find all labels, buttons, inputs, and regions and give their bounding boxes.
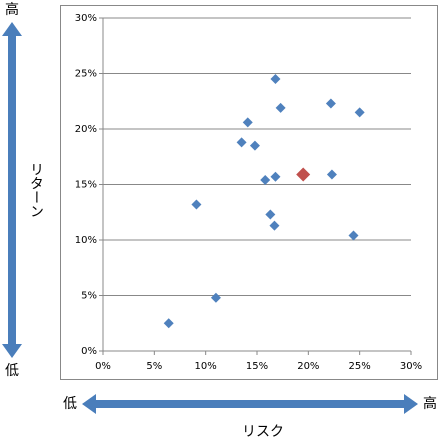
data-point: [270, 171, 281, 182]
x-tick-label: 10%: [195, 361, 217, 372]
x-arrow: [82, 394, 418, 414]
y-tick-label: 25%: [75, 69, 97, 80]
data-point: [270, 74, 281, 85]
y-tick-label: 10%: [75, 235, 97, 246]
data-point: [348, 230, 359, 241]
y-high-label: 高: [5, 1, 19, 18]
y-arrow: [2, 22, 22, 358]
y-low-label: 低: [5, 363, 19, 379]
data-point: [296, 167, 311, 182]
x-tick-label: 20%: [297, 361, 319, 372]
x-tick-label: 30%: [400, 361, 422, 372]
x-axis-title: リスク: [242, 424, 284, 440]
data-point: [260, 175, 271, 186]
data-point: [269, 220, 280, 231]
data-point: [326, 169, 337, 180]
data-point: [249, 140, 260, 151]
x-low-label: 低: [63, 396, 77, 412]
data-point: [242, 117, 253, 128]
data-point: [325, 98, 336, 109]
data-point: [163, 318, 174, 329]
x-tick-label: 15%: [246, 361, 268, 372]
y-tick-label: 20%: [75, 124, 97, 135]
y-tick-label: 5%: [81, 291, 97, 302]
y-axis-title: リターン: [28, 162, 44, 218]
data-point: [265, 209, 276, 220]
data-point: [236, 137, 247, 148]
x-tick-label: 5%: [146, 361, 162, 372]
y-tick-label: 30%: [75, 13, 97, 24]
data-point: [354, 107, 365, 118]
y-tick-label: 0%: [81, 346, 97, 357]
x-tick-label: 25%: [349, 361, 371, 372]
x-tick-label: 0%: [95, 361, 111, 372]
x-high-label: 高: [423, 395, 437, 412]
chart-frame: [60, 5, 438, 380]
y-tick-label: 15%: [75, 180, 97, 191]
data-point: [275, 102, 286, 113]
data-point: [191, 199, 202, 210]
data-point: [210, 292, 221, 303]
